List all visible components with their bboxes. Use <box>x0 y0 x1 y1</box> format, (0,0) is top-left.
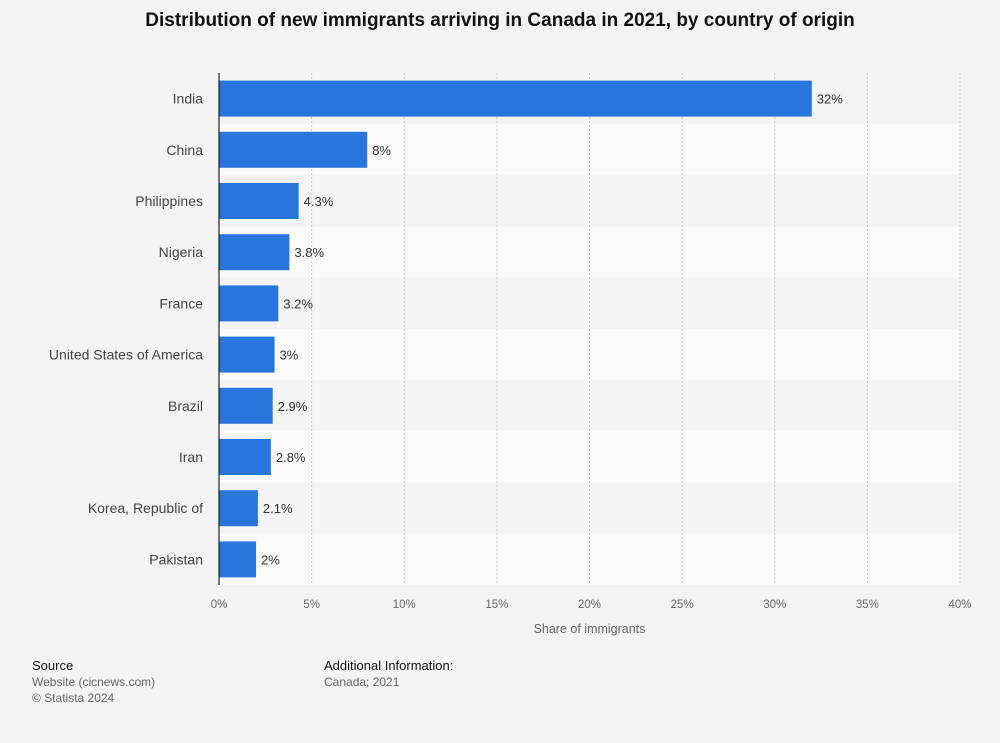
bar[interactable] <box>219 490 258 527</box>
x-axis-title: Share of immigrants <box>534 622 646 636</box>
data-label: 2.8% <box>276 450 306 465</box>
bar[interactable] <box>219 131 368 168</box>
category-label: Korea, Republic of <box>88 500 203 516</box>
bar[interactable] <box>219 234 290 271</box>
x-tick-label: 10% <box>393 599 416 611</box>
bar[interactable] <box>219 387 273 424</box>
category-label: Nigeria <box>159 244 204 260</box>
category-label: Pakistan <box>149 551 203 567</box>
source-copyright: © Statista 2024 <box>32 691 115 705</box>
source-block: Source Website (cicnews.com) © Statista … <box>32 658 155 706</box>
bar[interactable] <box>219 541 257 578</box>
additional-info-heading: Additional Information: <box>324 658 454 673</box>
data-label: 4.3% <box>304 194 334 209</box>
category-label: United States of America <box>49 347 203 363</box>
x-tick-label: 20% <box>578 599 601 611</box>
data-label: 8% <box>372 143 391 158</box>
source-heading: Source <box>32 658 74 673</box>
category-label: India <box>173 91 204 107</box>
data-label: 2.9% <box>278 399 308 414</box>
data-label: 2% <box>261 552 280 567</box>
bar[interactable] <box>219 183 299 219</box>
data-label: 2.1% <box>263 501 293 516</box>
bar[interactable] <box>219 336 275 373</box>
category-label: Brazil <box>168 398 203 414</box>
data-label: 32% <box>817 92 843 107</box>
category-label: France <box>159 295 203 311</box>
category-label: Philippines <box>135 193 203 209</box>
x-tick-label: 15% <box>485 599 508 611</box>
data-label: 3% <box>280 348 299 363</box>
category-label: China <box>166 142 203 158</box>
x-tick-label: 40% <box>948 599 971 611</box>
x-tick-label: 25% <box>671 599 694 611</box>
category-label: Iran <box>179 449 203 465</box>
chart-title: Distribution of new immigrants arriving … <box>145 10 855 31</box>
x-tick-label: 5% <box>303 599 320 611</box>
x-tick-label: 30% <box>763 599 786 611</box>
bar[interactable] <box>219 285 279 322</box>
bar[interactable] <box>219 439 271 475</box>
bar[interactable] <box>219 80 812 117</box>
additional-info-block: Additional Information: Canada; 2021 <box>324 658 453 690</box>
additional-info-text: Canada; 2021 <box>324 675 400 689</box>
source-website[interactable]: Website (cicnews.com) <box>32 675 156 689</box>
x-tick-label: 35% <box>856 599 879 611</box>
x-tick-label: 0% <box>211 599 228 611</box>
data-label: 3.8% <box>294 245 324 260</box>
data-label: 3.2% <box>283 296 313 311</box>
